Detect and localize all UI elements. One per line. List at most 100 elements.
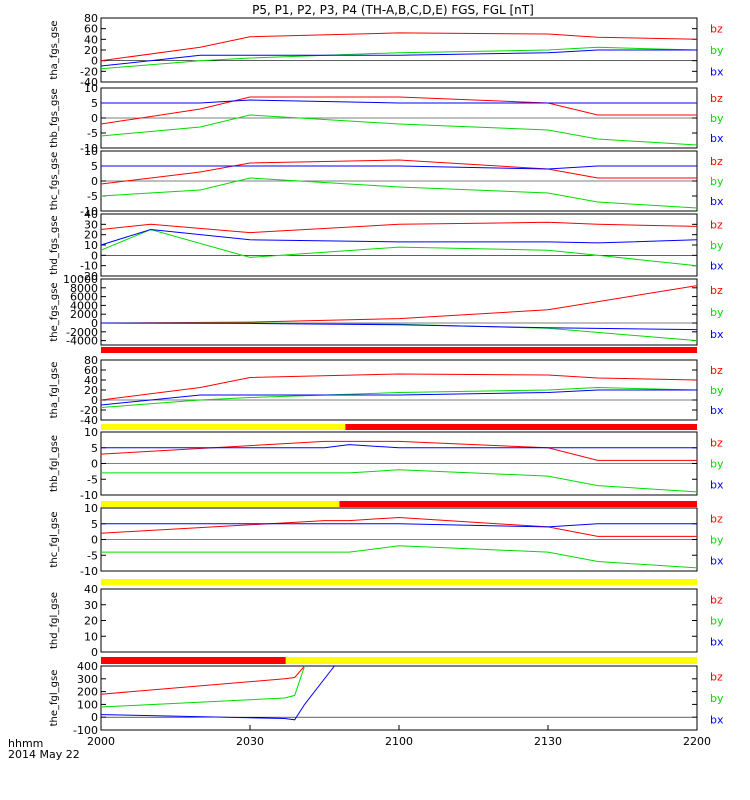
panel-thb_fgl_gse: -10 -5 0 5 10 thb_fgl_gse bz by bx [49,426,724,502]
y-axis-label: the_fgl_gse [49,670,60,727]
legend-bx: bx [710,328,724,341]
x-tick-label: 2030 [236,735,264,748]
status-bar-segment [101,657,286,664]
y-tick-label: 10000 [63,273,98,286]
series-line-bx [100,228,698,246]
y-tick-label: -100 [73,724,98,737]
series-line-bx [100,389,697,406]
series-line-by [100,46,698,70]
time-axis-label: hhmm [8,737,43,750]
y-tick-label: 300 [77,673,98,686]
series-line-by [101,469,698,493]
y-tick-label: 10 [84,630,98,643]
chart-title: P5, P1, P2, P3, P4 (TH-A,B,C,D,E) FGS, F… [252,3,534,17]
series-line-bx [101,165,697,170]
x-tick-label: 2130 [534,735,562,748]
series-line-bz [100,159,697,185]
legend-bx: bx [710,636,724,649]
legend-bx: bx [710,132,724,145]
y-tick-label: -20 [80,65,98,78]
y-tick-label: -10 [80,205,98,218]
x-axis: 2000 2030 2100 2130 2200 [87,725,711,748]
series-line-bz [100,440,697,461]
series-line-bx [100,665,335,721]
y-tick-label: 30 [84,599,98,612]
status-bar-segment [339,501,697,507]
y-tick-label: 0 [91,646,98,659]
y-tick-label: 0 [91,458,98,471]
y-tick-label: -10 [80,260,98,273]
y-axis-label: tha_fgs_gse [49,20,60,79]
legend-bx: bx [710,404,724,417]
legend-by: by [710,306,724,319]
series-line-bz [100,373,698,401]
y-tick-label: -40 [80,414,98,427]
legend-bx: bx [710,479,724,492]
series-line-by [100,665,306,708]
y-tick-label: 20 [84,384,98,397]
y-axis-label: thc_fgl_gse [49,511,60,567]
x-tick-label: 2200 [683,735,711,748]
series-line-bz [100,221,698,234]
y-tick-label: -5 [87,473,98,486]
series-line-by [100,114,698,146]
legend-bz: bz [710,513,723,526]
legend-by: by [710,458,724,471]
y-tick-label: -5 [87,127,98,140]
series-line-by [100,177,698,209]
y-tick-label: 400 [77,660,98,673]
legend-bz: bz [710,92,723,105]
status-bars-group [101,347,697,664]
y-tick-label: 10 [84,239,98,252]
legend-by: by [710,384,724,397]
panel-frame [100,278,698,346]
status-bar-segment [101,579,697,585]
y-tick-label: 8000 [70,282,98,295]
y-tick-label: 6000 [70,291,98,304]
legend-bz: bz [710,364,723,377]
y-tick-label: 2000 [70,308,98,321]
panel-frame [100,665,698,731]
panel-the_fgs_gse: -4000-20000200040006000800010000the_fgs_… [49,273,724,348]
y-tick-label: 10 [84,502,98,515]
y-tick-label: 60 [84,364,98,377]
y-tick-label: 40 [84,583,98,596]
status-bar-segment [101,347,697,353]
y-tick-label: 0 [91,175,98,188]
y-tick-label: 10 [84,145,98,158]
legend-bz: bz [710,437,723,450]
legend-bz: bz [710,671,723,684]
y-tick-label: -40 [80,76,98,89]
y-tick-label: 40 [84,33,98,46]
y-tick-label: 0 [91,394,98,407]
panel-thd_fgl_gse: 0 10 20 30 40 thd_fgl_gse bz by bx [49,583,724,659]
legend-bz: bz [710,218,723,231]
y-tick-label: -5 [87,190,98,203]
legend-bx: bx [710,555,724,568]
y-axis-label: thd_fgl_gse [49,592,60,649]
series-line-by [100,386,698,408]
x-tick-label: 2100 [385,735,413,748]
y-tick-label: 100 [77,698,98,711]
y-tick-label: 60 [84,23,98,36]
y-tick-label: 200 [77,686,98,699]
series-line-bz [100,32,698,62]
series-line-bz [100,665,305,695]
legend-by: by [710,175,724,188]
series-line-by [101,545,698,569]
y-tick-label: 10 [84,426,98,439]
y-tick-label: -10 [80,565,98,578]
series-line-by [100,228,698,267]
panel-thc_fgl_gse: -10 -5 0 5 10 thc_fgl_gse bz by bx [49,502,724,578]
y-axis-label: thb_fgl_gse [49,435,60,492]
legend-bz: bz [710,284,723,297]
panel-frame [100,588,698,653]
y-tick-label: -20 [80,270,98,283]
y-tick-label: 5 [91,160,98,173]
status-bar-segment [101,501,340,507]
y-axis-label: thc_fgs_gse [49,152,60,211]
legend-bz: bz [710,594,723,607]
